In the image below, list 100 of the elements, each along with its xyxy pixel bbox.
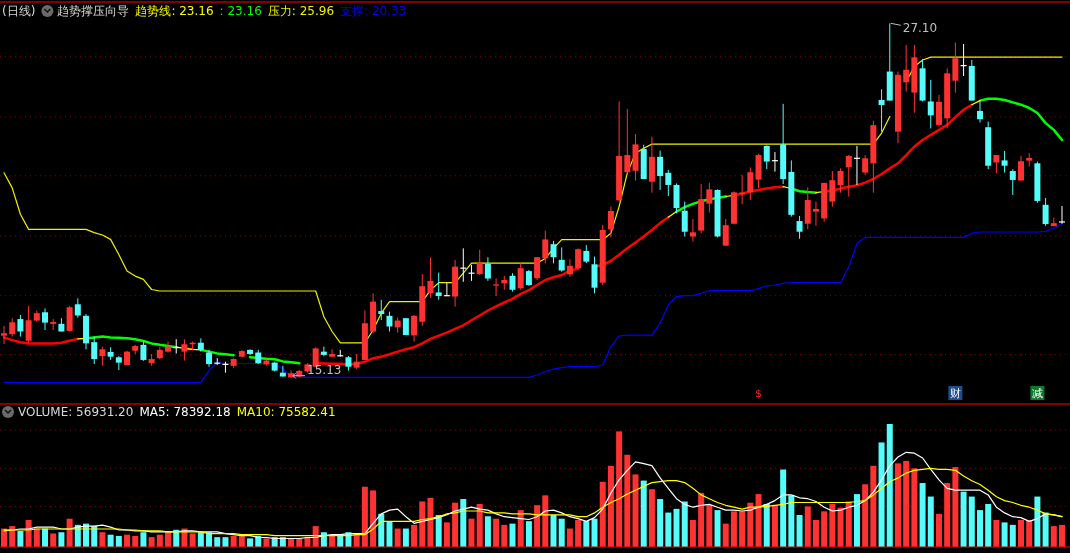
bar — [460, 499, 467, 547]
candlestick — [878, 88, 885, 133]
text: MA10: 75582.41 — [236, 405, 336, 419]
candlestick — [665, 169, 672, 197]
bar — [648, 489, 655, 547]
bar — [780, 469, 787, 547]
bar — [263, 538, 270, 547]
bar — [624, 454, 631, 547]
text: $ — [755, 387, 763, 400]
candlestick — [181, 338, 188, 362]
bar — [115, 535, 122, 547]
candlestick — [575, 247, 582, 270]
bar — [58, 532, 65, 547]
candlestick — [993, 154, 1000, 174]
bar — [1017, 519, 1024, 547]
bar — [886, 424, 893, 547]
bar — [993, 519, 1000, 547]
bar — [337, 535, 344, 547]
candlestick — [25, 305, 32, 344]
candlestick — [706, 182, 713, 213]
candlestick — [517, 262, 524, 291]
candlestick — [927, 79, 934, 129]
candlestick — [91, 336, 98, 365]
bar — [402, 528, 409, 547]
bar — [525, 521, 532, 547]
bar — [919, 483, 926, 547]
candlestick — [550, 240, 557, 264]
bar — [599, 481, 606, 547]
candlestick — [42, 307, 49, 331]
bar — [952, 467, 959, 547]
bar — [238, 535, 245, 547]
bar — [771, 505, 778, 547]
bar — [148, 537, 155, 547]
bar — [427, 497, 434, 547]
bar — [935, 513, 942, 547]
bar — [1009, 524, 1016, 547]
bar — [140, 532, 147, 547]
bar — [1050, 526, 1057, 547]
bar — [796, 515, 803, 547]
bar — [1026, 519, 1033, 547]
candlestick — [411, 314, 418, 343]
bar — [1042, 512, 1049, 547]
text: 减 — [1031, 387, 1043, 400]
candlestick — [952, 42, 959, 94]
bar — [722, 523, 729, 547]
bar — [386, 521, 393, 547]
bar — [804, 506, 811, 547]
candlestick — [1009, 168, 1016, 196]
bar — [132, 535, 139, 547]
candlestick — [935, 94, 942, 128]
bar — [829, 503, 836, 547]
bar — [853, 494, 860, 547]
bar — [632, 474, 639, 547]
bar — [894, 463, 901, 547]
candlestick — [534, 256, 541, 281]
bar — [550, 515, 557, 547]
bar — [501, 524, 508, 547]
candlestick — [9, 317, 16, 338]
candlestick — [763, 144, 770, 170]
bar — [927, 496, 934, 547]
bar — [862, 484, 869, 547]
candlestick — [1058, 205, 1066, 225]
bar — [739, 511, 746, 547]
bar — [607, 465, 614, 547]
candlestick — [558, 246, 565, 273]
bar — [689, 519, 696, 547]
bar — [821, 511, 828, 547]
bar — [763, 503, 770, 547]
candlestick — [976, 100, 983, 123]
candlestick — [17, 314, 24, 338]
candlestick — [624, 108, 631, 174]
bar — [985, 503, 992, 547]
bar — [17, 531, 24, 547]
annotation: 27.10 — [902, 21, 938, 36]
bar — [837, 507, 844, 547]
bar — [976, 510, 983, 547]
bar — [484, 516, 491, 547]
bar — [657, 499, 664, 547]
candlestick — [386, 311, 393, 333]
text: : 23.16 — [219, 4, 262, 18]
candlestick — [583, 244, 590, 264]
candlestick — [476, 249, 483, 276]
bar — [878, 442, 885, 547]
annotation: 15.13 — [307, 362, 342, 377]
bar — [575, 519, 582, 547]
text: 支撑: 20.33 — [340, 4, 407, 18]
bar — [214, 537, 221, 547]
bar — [542, 495, 549, 547]
candlestick — [903, 44, 910, 93]
bar — [99, 532, 106, 547]
candlestick — [1001, 150, 1008, 174]
bar — [197, 532, 204, 547]
bar — [706, 505, 713, 547]
bar — [189, 533, 196, 547]
bar — [558, 518, 565, 547]
bar — [222, 537, 229, 547]
text: 趋势线: 23.16 — [135, 4, 214, 18]
candlestick — [796, 215, 803, 240]
bar — [640, 480, 647, 547]
bar — [1001, 522, 1008, 547]
